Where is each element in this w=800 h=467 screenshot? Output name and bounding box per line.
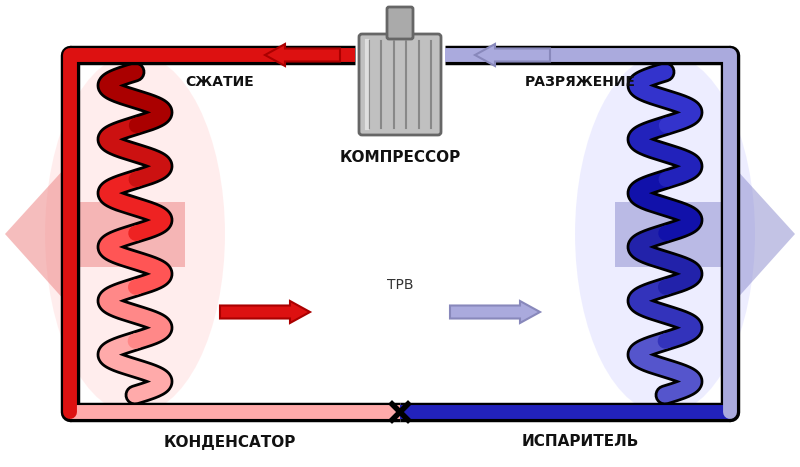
FancyBboxPatch shape [359, 34, 441, 135]
Text: ИСПАРИТЕЛЬ: ИСПАРИТЕЛЬ [522, 434, 638, 450]
Text: РАЗРЯЖЕНИЕ: РАЗРЯЖЕНИЕ [525, 75, 635, 89]
Text: ТРВ: ТРВ [386, 278, 414, 292]
FancyArrow shape [220, 301, 310, 323]
Text: КОНДЕНСАТОР: КОНДЕНСАТОР [164, 434, 296, 450]
Ellipse shape [575, 54, 755, 414]
FancyBboxPatch shape [387, 7, 413, 39]
FancyArrow shape [475, 44, 550, 66]
Polygon shape [5, 157, 185, 312]
FancyArrow shape [450, 301, 540, 323]
Polygon shape [615, 157, 795, 312]
FancyArrow shape [265, 44, 340, 66]
Ellipse shape [45, 54, 225, 414]
Text: СЖАТИЕ: СЖАТИЕ [186, 75, 254, 89]
Text: КОМПРЕССОР: КОМПРЕССОР [339, 149, 461, 164]
